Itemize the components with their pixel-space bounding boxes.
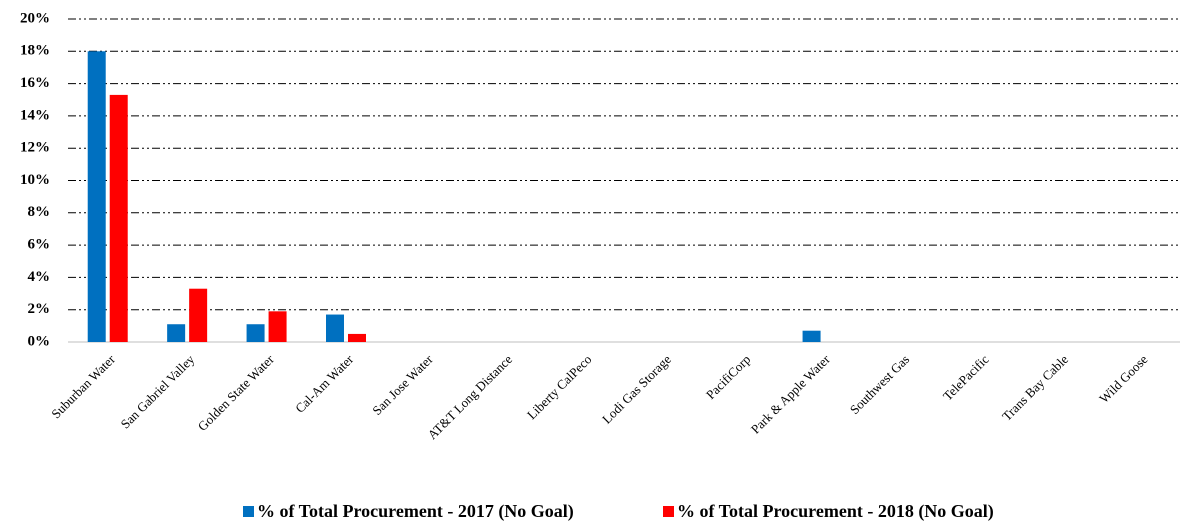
- x-tick-label: Park & Apple Water: [748, 351, 833, 436]
- y-tick-label: 8%: [28, 204, 51, 220]
- x-tick-label: TelePacific: [940, 351, 992, 403]
- legend-label: % of Total Procurement - 2017 (No Goal): [257, 501, 574, 522]
- x-tick-label: Lodi Gas Storage: [599, 351, 674, 426]
- bar: [189, 288, 208, 342]
- x-tick-label: Wild Goose: [1096, 351, 1151, 406]
- x-tick-label: Trans Bay Cable: [999, 351, 1071, 423]
- y-tick-label: 10%: [20, 172, 50, 188]
- bar: [109, 94, 128, 342]
- bar: [87, 51, 106, 343]
- y-tick-label: 2%: [28, 301, 51, 317]
- y-tick-label: 4%: [28, 269, 51, 285]
- x-tick-label: Golden State Water: [195, 351, 278, 434]
- bar: [167, 324, 186, 342]
- x-tick-label: San Jose Water: [369, 351, 436, 418]
- x-tick-label: AT&T Long Distance: [424, 351, 515, 442]
- legend-swatch: [663, 506, 674, 517]
- x-tick-label: Cal-Am Water: [292, 351, 357, 416]
- y-tick-label: 18%: [20, 43, 50, 59]
- y-tick-label: 16%: [20, 75, 50, 91]
- x-tick-label: PacifiCorp: [703, 352, 753, 402]
- bar: [348, 333, 366, 342]
- bar: [802, 330, 821, 342]
- x-tick-label: Liberty CalPeco: [524, 352, 595, 423]
- y-tick-label: 20%: [20, 10, 50, 26]
- bar: [246, 324, 265, 342]
- legend-swatch: [243, 506, 254, 517]
- y-tick-label: 14%: [20, 107, 50, 123]
- bar: [326, 314, 344, 342]
- y-tick-label: 12%: [20, 140, 50, 156]
- bar: [268, 311, 287, 342]
- x-tick-label: Suburban Water: [48, 351, 118, 421]
- y-tick-label: 0%: [28, 333, 51, 349]
- y-tick-label: 6%: [28, 237, 51, 253]
- legend-label: % of Total Procurement - 2018 (No Goal): [677, 501, 994, 522]
- x-tick-label: San Gabriel Valley: [117, 351, 197, 431]
- x-tick-label: Southwest Gas: [847, 352, 913, 418]
